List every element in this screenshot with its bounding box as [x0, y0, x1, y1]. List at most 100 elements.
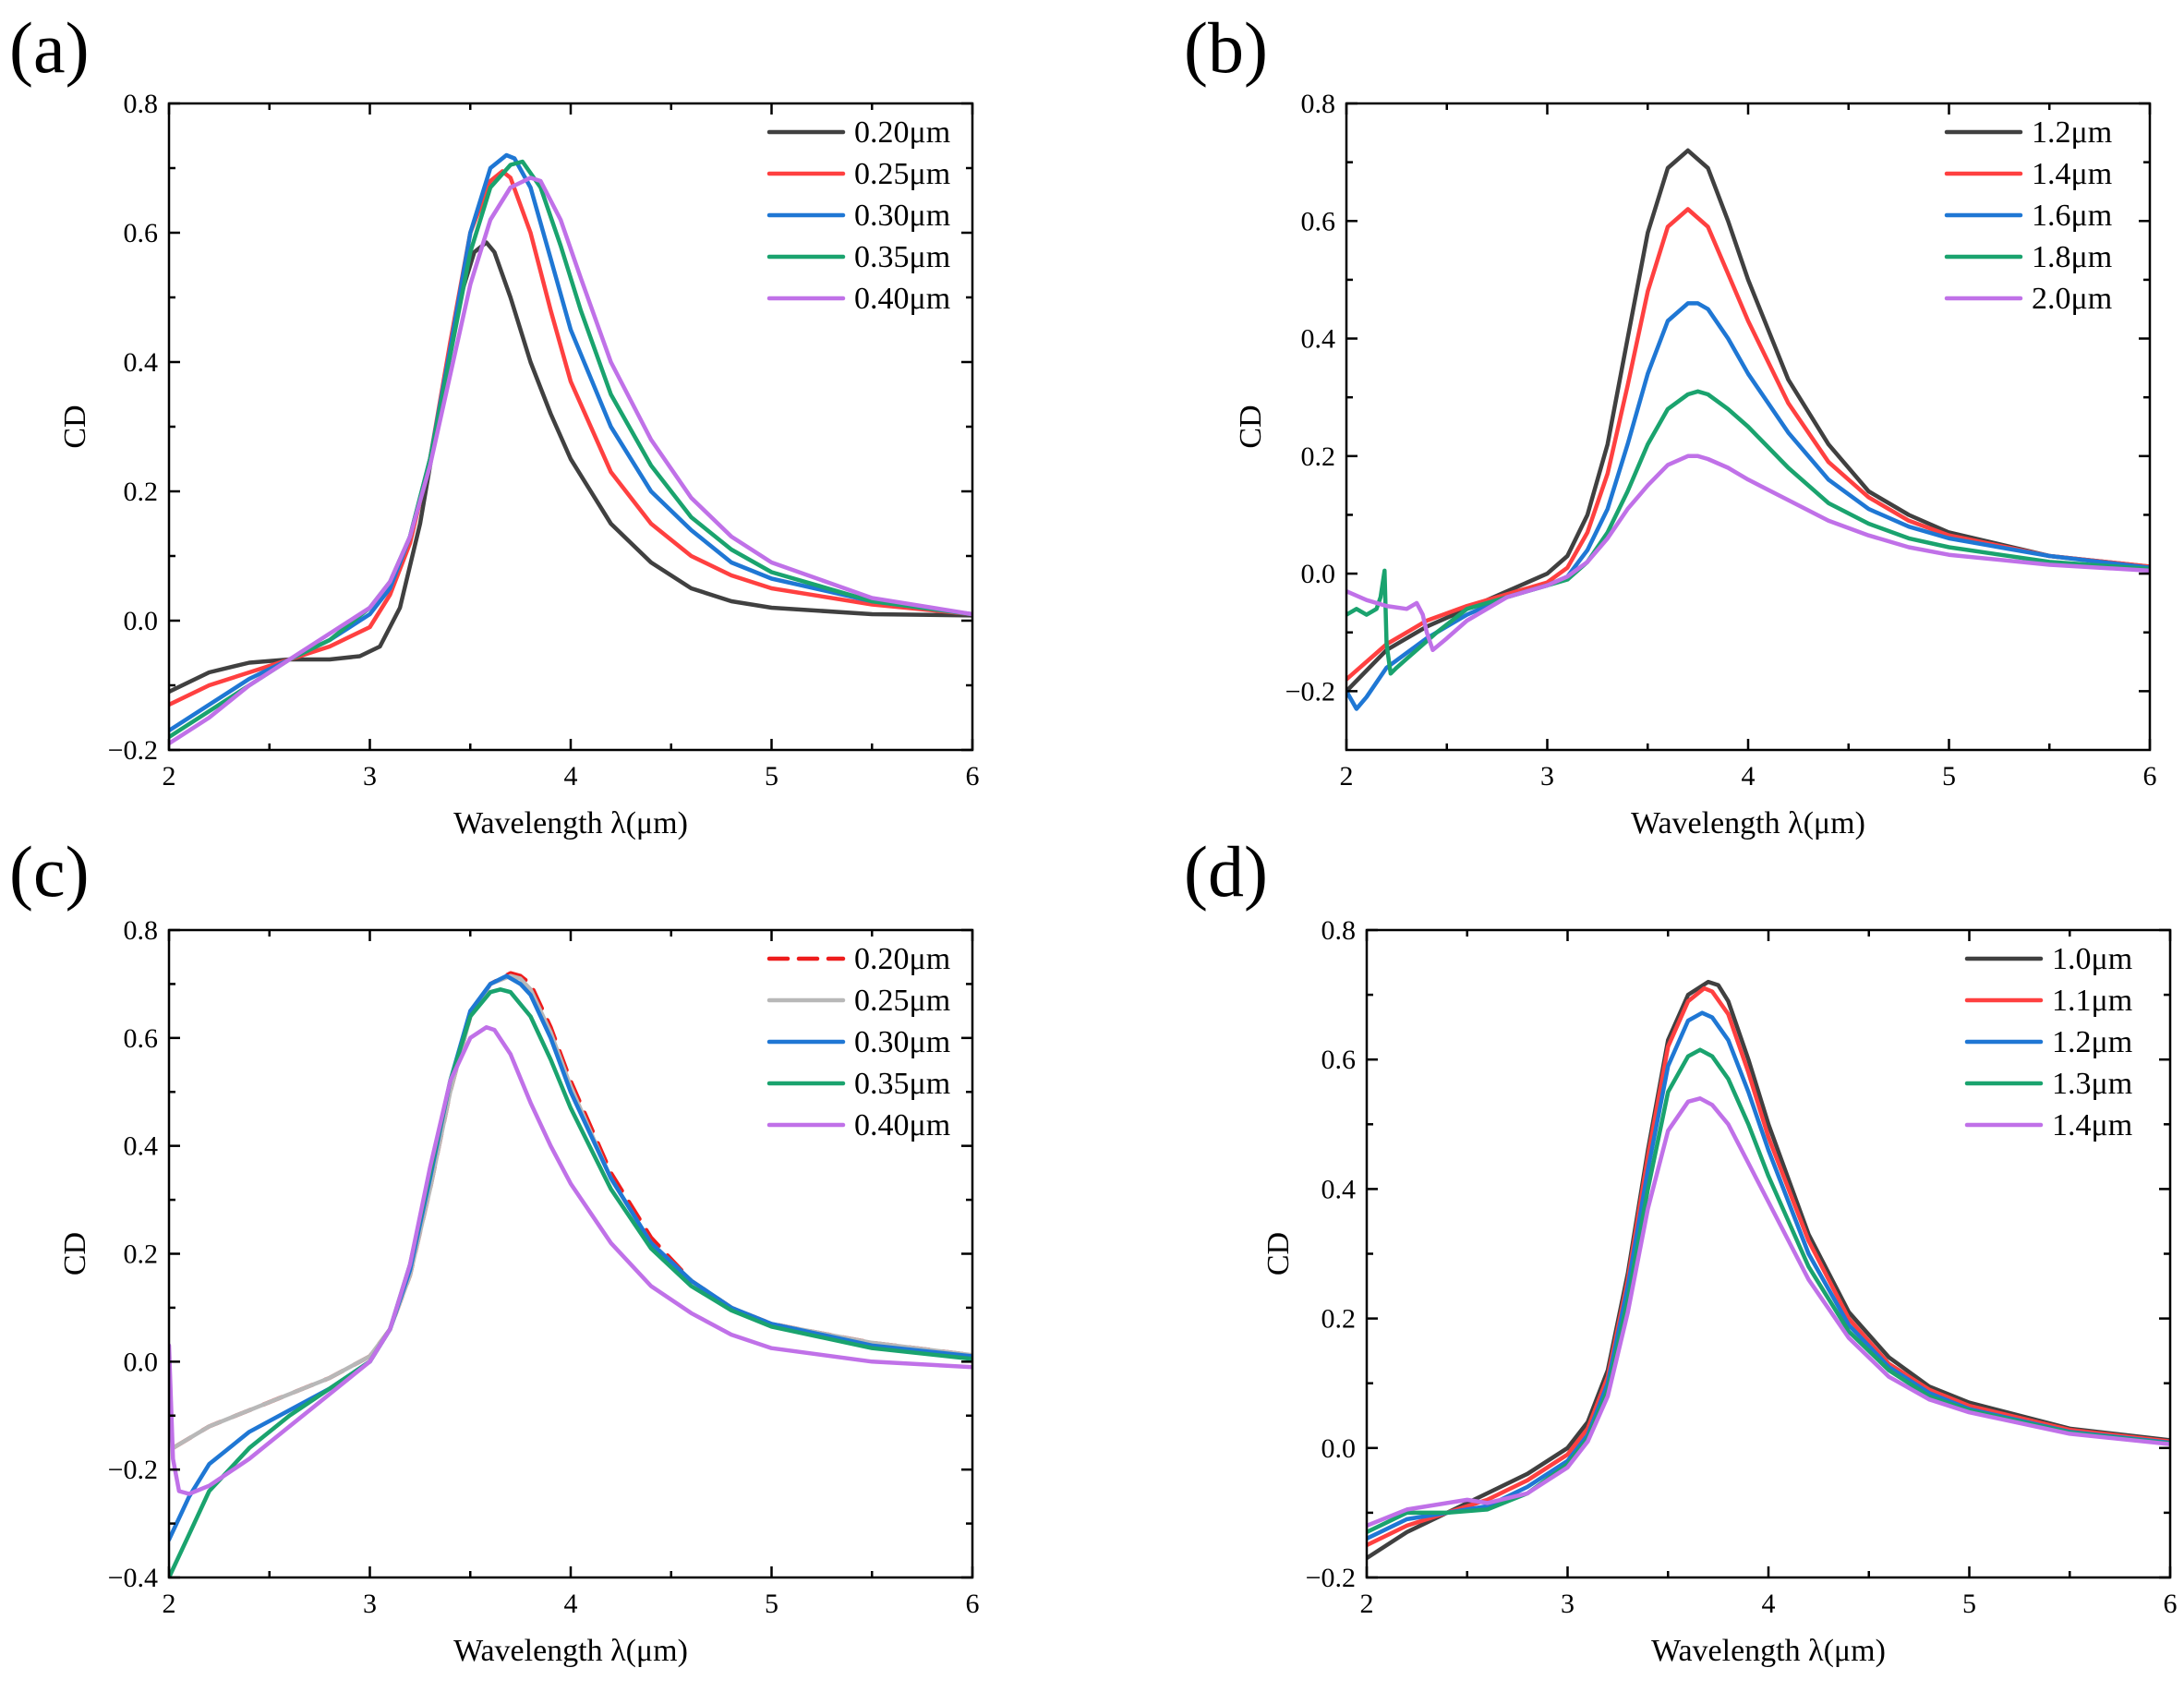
y-tick-label: 0.4	[124, 347, 159, 378]
y-tick-label: 0.8	[1301, 89, 1336, 119]
legend-label: 0.30μm	[854, 1025, 950, 1059]
series-line-1.8μm	[1346, 389, 2150, 676]
legend-label: 1.1μm	[2052, 984, 2132, 1018]
series-line-1.6μm	[1346, 301, 2150, 711]
legend-label: 0.25μm	[854, 984, 950, 1018]
x-tick-label: 3	[1561, 1589, 1575, 1619]
x-tick-label: 4	[1742, 761, 1756, 792]
x-tick-label: 6	[966, 1589, 980, 1619]
legend-label: 0.40μm	[854, 282, 950, 316]
legend-label: 1.2μm	[2052, 1025, 2132, 1059]
x-tick-label: 5	[765, 1589, 778, 1619]
y-tick-label: 0.0	[1321, 1433, 1357, 1464]
series-line-0.35μm	[169, 987, 972, 1577]
y-tick-label: 0.6	[124, 218, 159, 248]
series-line-0.20μm	[169, 971, 972, 1451]
x-tick-label: 6	[966, 761, 980, 792]
x-tick-label: 2	[163, 1589, 176, 1619]
x-tick-label: 5	[765, 761, 778, 792]
series-line-0.30μm	[169, 152, 972, 733]
y-tick-label: 0.4	[1301, 324, 1336, 355]
y-tick-label: 0.0	[124, 1347, 159, 1377]
y-axis-title: CD	[1234, 405, 1268, 448]
series-line-1.4μm	[1367, 1096, 2170, 1529]
x-tick-label: 6	[2164, 1589, 2178, 1619]
panel-d: (d) 2 3 4 5 6 −0.2 0.0 0.2 0.4 0.6 0.8 Wavelength λ(…	[1184, 831, 2178, 1668]
x-tick-label: 3	[363, 1589, 377, 1619]
legend-label: 0.40μm	[854, 1108, 950, 1142]
x-tick-label: 4	[1762, 1589, 1776, 1619]
y-tick-label: 0.6	[1301, 206, 1336, 236]
legend: 1.2μm 1.4μm 1.6μm 1.8μm 2.0μm	[1944, 115, 2112, 316]
legend-label: 1.4μm	[2032, 157, 2112, 191]
legend-label: 1.4μm	[2052, 1108, 2132, 1142]
y-tick-label: 0.2	[1321, 1304, 1357, 1335]
x-tick-label: 6	[2143, 761, 2157, 792]
series-line-0.35μm	[169, 159, 972, 740]
y-tick-label: 0.2	[124, 477, 159, 507]
x-axis-title: Wavelength λ(μm)	[1631, 806, 1865, 840]
x-tick-label: 5	[1942, 761, 1956, 792]
series-line-1.4μm	[1346, 207, 2150, 682]
y-axis-title: CD	[58, 1232, 92, 1275]
x-tick-label: 2	[1340, 761, 1354, 792]
series-line-2.0μm	[1346, 453, 2150, 653]
panel-c: (c) 2 3 4 5 6 −0.4 −0.2 0.0 0.2 0.4 0.6 0.8 Wavelengt…	[9, 831, 980, 1668]
panel-label: (c)	[9, 831, 90, 912]
y-tick-label: −0.4	[108, 1563, 158, 1593]
y-axis-title: CD	[58, 405, 92, 448]
series-line-0.40μm	[169, 1024, 972, 1496]
x-tick-label: 2	[163, 761, 176, 792]
series-line-0.30μm	[169, 973, 972, 1542]
y-tick-label: 0.8	[124, 89, 159, 119]
legend: 1.0μm 1.1μm 1.2μm 1.3μm 1.4μm	[1964, 942, 2132, 1142]
legend-label: 1.8μm	[2032, 240, 2112, 274]
legend-label: 2.0μm	[2032, 282, 2112, 316]
y-tick-label: 0.6	[1321, 1045, 1357, 1075]
series-line-0.40μm	[169, 175, 972, 746]
x-axis-title: Wavelength λ(μm)	[453, 806, 688, 840]
legend-label: 0.20μm	[854, 115, 950, 150]
y-tick-label: −0.2	[1306, 1563, 1356, 1593]
legend-label: 1.2μm	[2032, 115, 2112, 150]
legend-label: 1.6μm	[2032, 199, 2112, 233]
series-line-1.1μm	[1367, 985, 2170, 1548]
y-tick-label: 0.2	[1301, 441, 1336, 472]
plot-frame	[167, 928, 974, 1579]
legend-label: 0.35μm	[854, 240, 950, 274]
legend-label: 1.3μm	[2052, 1067, 2132, 1101]
y-tick-label: 0.8	[124, 915, 159, 946]
y-axis-title: CD	[1261, 1232, 1296, 1275]
y-tick-label: 0.4	[1321, 1174, 1357, 1204]
panel-label: (a)	[9, 7, 90, 88]
panel-label: (b)	[1184, 7, 1268, 88]
x-tick-label: 2	[1360, 1589, 1374, 1619]
series-line-1.0μm	[1367, 979, 2170, 1561]
series-line-1.2μm	[1367, 1010, 2170, 1541]
y-tick-label: 0.4	[124, 1131, 159, 1162]
x-tick-label: 5	[1962, 1589, 1976, 1619]
x-tick-label: 4	[564, 1589, 578, 1619]
x-axis-title: Wavelength λ(μm)	[1651, 1634, 1886, 1668]
y-tick-label: 0.2	[124, 1239, 159, 1270]
x-tick-label: 4	[564, 761, 578, 792]
panel-a: (a) 2 3 4 5 6 −0.2 0.0 0.2 0.4 0.6 0.8 Wavelength λ(…	[9, 7, 980, 840]
x-axis-title: Wavelength λ(μm)	[453, 1634, 688, 1668]
legend-label: 0.25μm	[854, 157, 950, 191]
legend-label: 0.20μm	[854, 942, 950, 976]
y-tick-label: −0.2	[108, 1455, 158, 1485]
y-tick-label: 0.8	[1321, 915, 1357, 946]
series-line-0.25μm	[169, 973, 972, 1451]
series-line-0.25μm	[169, 169, 972, 707]
legend: 0.20μm 0.25μm 0.30μm 0.35μm 0.40μm	[766, 115, 950, 316]
legend-label: 1.0μm	[2052, 942, 2132, 976]
y-tick-label: −0.2	[1285, 676, 1335, 707]
plot-frame	[167, 102, 974, 752]
y-tick-label: 0.0	[124, 606, 159, 636]
legend-label: 0.35μm	[854, 1067, 950, 1101]
y-tick-label: 0.6	[124, 1023, 159, 1054]
panel-b: (b) 2 3 4 5 6 −0.2 0.0 0.2 0.4 0.6 0.8 Wavelength λ(…	[1184, 7, 2157, 840]
legend: 0.20μm 0.25μm 0.30μm 0.35μm 0.40μm	[766, 942, 950, 1142]
x-tick-label: 3	[363, 761, 377, 792]
